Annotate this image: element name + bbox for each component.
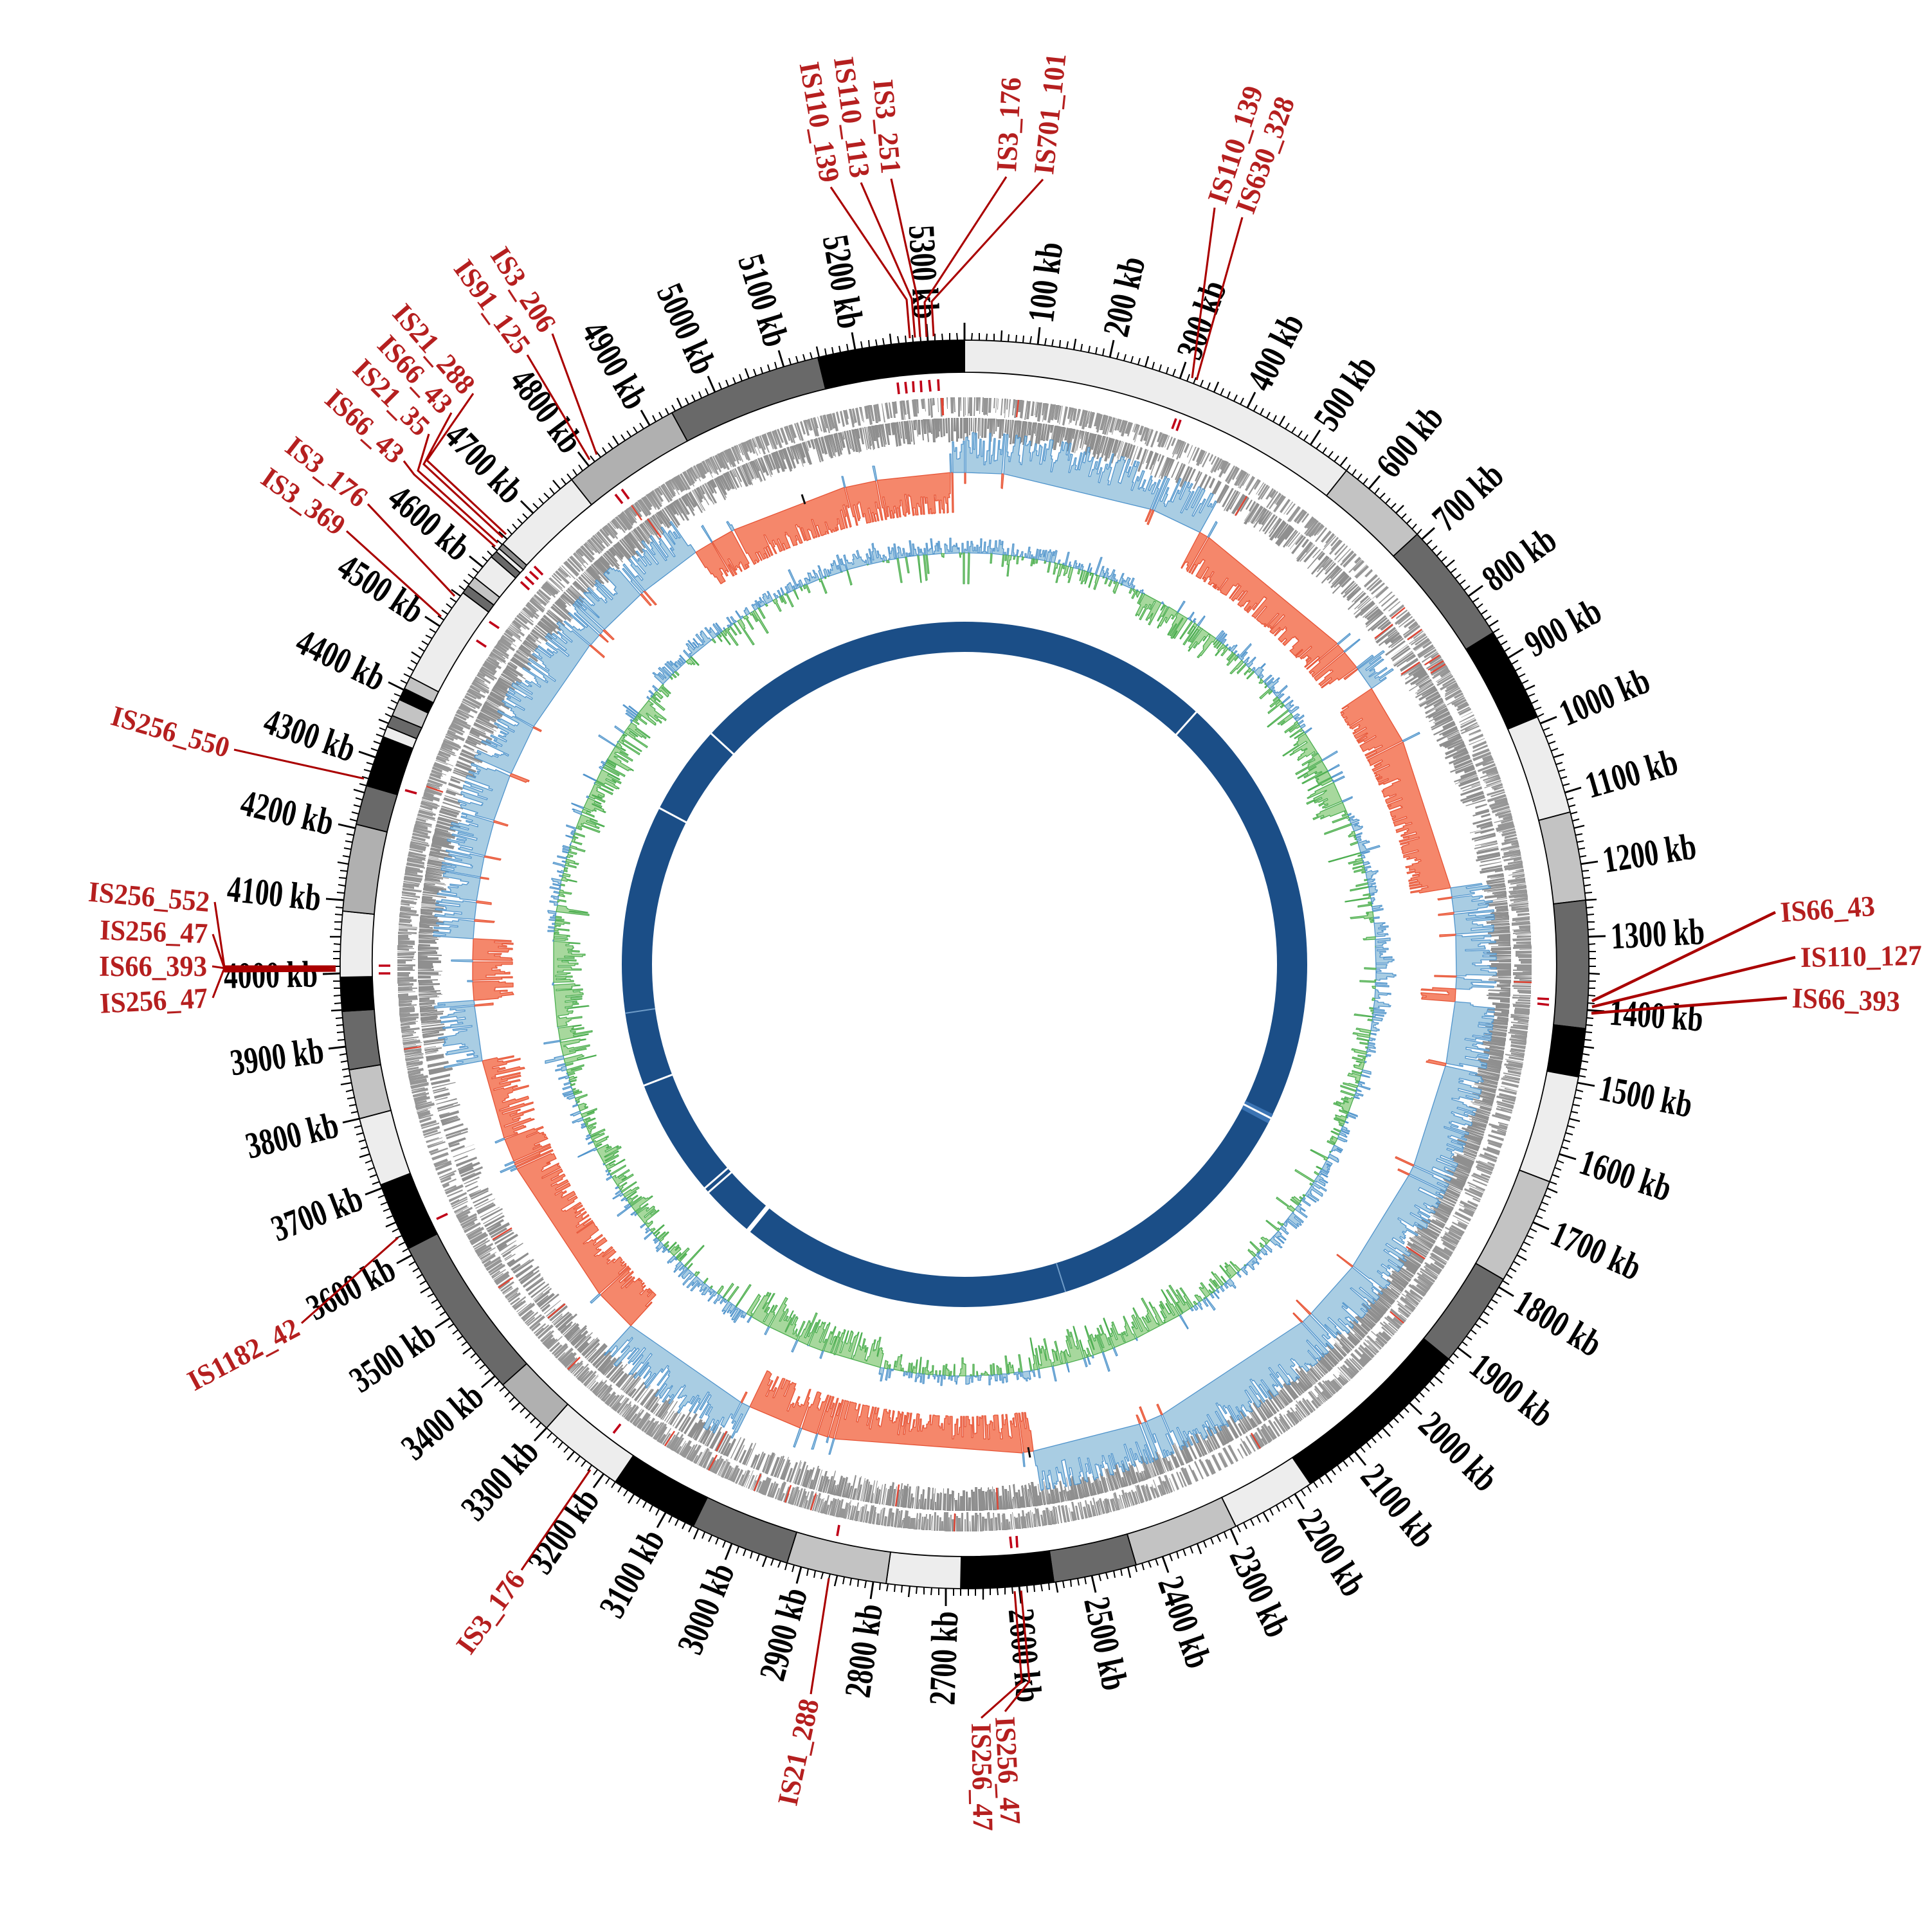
svg-text:IS256_47: IS256_47 xyxy=(99,914,208,950)
svg-text:2700 kb: 2700 kb xyxy=(921,1611,966,1706)
svg-text:1300 kb: 1300 kb xyxy=(1609,910,1705,957)
svg-text:IS256_47: IS256_47 xyxy=(99,982,208,1020)
svg-text:IS256_47: IS256_47 xyxy=(989,1716,1027,1825)
svg-text:4000 kb: 4000 kb xyxy=(223,953,318,997)
svg-text:100 kb: 100 kb xyxy=(1020,240,1071,325)
svg-text:2600 kb: 2600 kb xyxy=(1001,1607,1050,1704)
svg-text:IS66_393: IS66_393 xyxy=(99,950,207,982)
svg-text:IS66_393: IS66_393 xyxy=(1791,982,1901,1018)
svg-text:4100 kb: 4100 kb xyxy=(225,867,323,919)
svg-text:IS110_127: IS110_127 xyxy=(1800,939,1923,973)
svg-text:IS3_176: IS3_176 xyxy=(990,77,1028,172)
svg-text:IS256_47: IS256_47 xyxy=(965,1723,999,1832)
svg-text:IS66_43: IS66_43 xyxy=(1779,890,1876,928)
